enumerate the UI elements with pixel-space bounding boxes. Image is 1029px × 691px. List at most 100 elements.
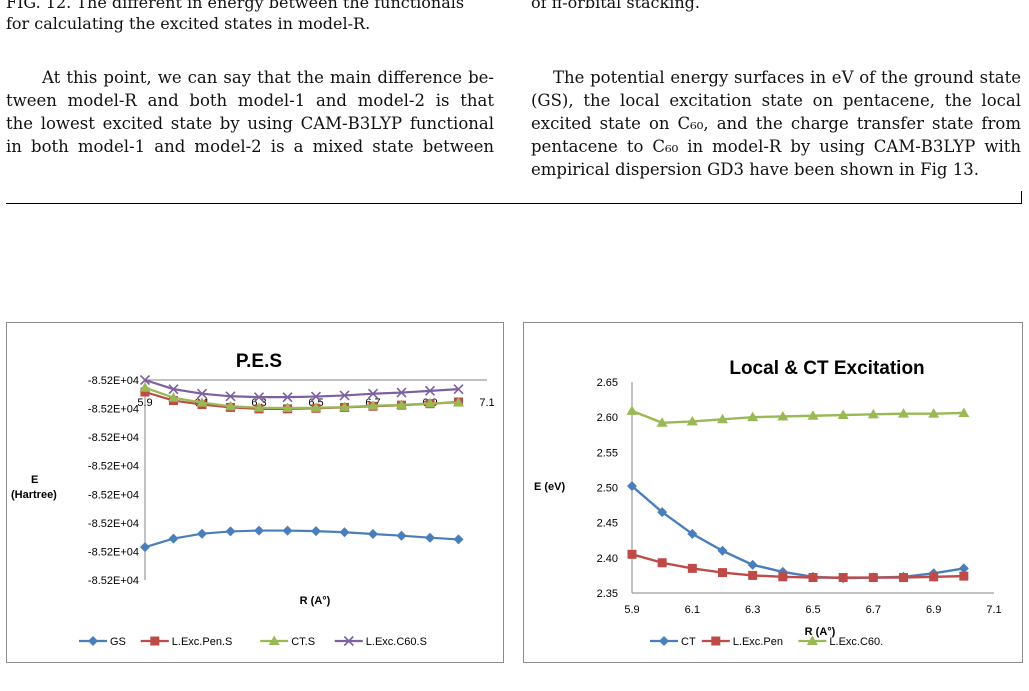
x-tick-label: 7.1 — [479, 397, 494, 409]
y-tick-label: -8.52E+04 — [88, 518, 139, 530]
y-tick-label: 2.50 — [597, 483, 618, 495]
excitation-chart-frame: Local & CT Excitation 2.35 2.40 2.45 2.50 2.… — [523, 322, 1023, 663]
data-point — [453, 384, 464, 395]
data-point — [339, 401, 350, 412]
data-point — [424, 397, 436, 408]
legend-label: L.Exc.Pen — [733, 636, 783, 648]
legend-marker — [150, 636, 160, 646]
figure-caption-line: FIG. 12. The different in energy between… — [6, 0, 465, 12]
data-point — [453, 534, 464, 545]
legend-marker — [806, 635, 818, 645]
data-point — [898, 408, 909, 418]
data-point — [282, 402, 293, 412]
data-point — [656, 417, 668, 427]
x-tick-label: 7.1 — [986, 604, 1001, 616]
data-point — [396, 399, 407, 409]
data-point — [899, 573, 908, 583]
data-point — [778, 572, 788, 582]
legend-marker — [711, 636, 721, 646]
data-point — [282, 392, 293, 403]
legend-label: CT.S — [291, 636, 315, 648]
separator-rule — [6, 203, 1022, 204]
y-axis-label: E (Hartree) — [11, 474, 57, 501]
data-point — [367, 388, 379, 399]
data-point — [837, 409, 849, 420]
legend-marker — [88, 636, 98, 646]
excitation-chart: Local & CT Excitation 2.35 2.40 2.45 2.50 2.… — [534, 358, 1002, 648]
y-tick-label: -8.52E+04 — [88, 575, 139, 587]
data-point — [424, 385, 436, 396]
data-point — [168, 392, 179, 402]
data-point — [657, 558, 667, 568]
legend-label: L.Exc.C60. — [829, 636, 883, 648]
data-point — [139, 382, 151, 392]
paragraph-line: in both model-1 and model-2 is a mixed s… — [6, 137, 494, 156]
data-point — [747, 559, 758, 570]
x-tick-label: 6.3 — [745, 604, 760, 616]
y-tick-label: 2.60 — [597, 412, 618, 424]
data-point — [282, 525, 293, 536]
x-tick-label: 6.7 — [866, 604, 881, 616]
y-tick-label: 2.35 — [597, 588, 618, 600]
data-point — [959, 571, 969, 581]
paragraph-line: tween model-R and both model-1 and model… — [6, 91, 494, 110]
data-point — [339, 527, 350, 538]
x-tick-label: 6.1 — [685, 604, 700, 616]
paragraph-line: (GS), the local excitation state on pent… — [531, 91, 1021, 110]
data-point — [139, 374, 151, 386]
data-point — [197, 528, 207, 539]
series-line — [144, 529, 459, 549]
right-paragraph: The potential energy surfaces in eV of t… — [531, 66, 1021, 181]
y-tick-label: -8.52E+04 — [88, 461, 139, 473]
data-point — [838, 573, 848, 583]
x-tick-label: 6.9 — [926, 604, 941, 616]
data-point — [396, 530, 407, 541]
y-tick-label: -8.52E+04 — [88, 546, 139, 558]
data-point — [686, 415, 698, 426]
data-point — [140, 387, 150, 397]
separator-rule-tick — [1021, 191, 1022, 204]
paragraph-line: excited state on C₆₀, and the charge tra… — [531, 114, 1021, 133]
pes-chart: P.E.S -8.52E+04 -8.52E+04 -8.52E+04 -8.52E+… — [11, 351, 495, 648]
x-tick-label: 6.5 — [805, 604, 820, 616]
y-tick-label: -8.52E+04 — [88, 404, 139, 416]
data-point — [808, 573, 818, 583]
data-point — [311, 526, 321, 537]
data-point — [196, 388, 208, 399]
data-point — [168, 533, 179, 544]
data-point — [627, 549, 637, 559]
paragraph-line: the lowest excited state by using CAM-B3… — [6, 114, 494, 133]
series-line — [144, 378, 459, 399]
data-point — [718, 568, 727, 578]
y-tick-label: 2.45 — [597, 518, 618, 530]
data-point — [958, 407, 970, 417]
y-tick-label: -8.52E+04 — [88, 432, 139, 444]
data-point — [225, 526, 236, 537]
data-point — [748, 570, 758, 580]
data-point — [626, 405, 638, 415]
data-point — [747, 411, 759, 422]
data-point — [140, 542, 150, 553]
data-point — [687, 528, 698, 539]
legend-marker — [659, 636, 669, 646]
data-point — [657, 507, 668, 518]
data-point — [453, 397, 464, 407]
y-tick-label: 2.40 — [597, 553, 618, 565]
legend-label: L.Exc.C60.S — [366, 636, 427, 648]
paragraph-line: At this point, we can say that the main … — [42, 68, 494, 87]
data-point — [310, 391, 322, 402]
y-tick-label: -8.52E+04 — [88, 489, 139, 501]
caption-fragment: of π-orbital stacking. — [531, 0, 700, 12]
data-point — [777, 410, 789, 421]
y-tick-label: 2.55 — [597, 447, 618, 459]
paragraph-line: pentacene to C₆₀ in model-R by using CAM… — [531, 137, 1021, 156]
series-line — [631, 485, 965, 580]
y-tick-label: -8.52E+04 — [88, 375, 139, 387]
x-axis-label: R (A°) — [300, 595, 331, 607]
data-point — [253, 392, 265, 403]
data-point — [717, 413, 728, 424]
data-point — [253, 402, 265, 412]
series-line — [631, 553, 964, 579]
x-tick-label: 5.9 — [137, 397, 152, 409]
data-point — [225, 391, 236, 402]
